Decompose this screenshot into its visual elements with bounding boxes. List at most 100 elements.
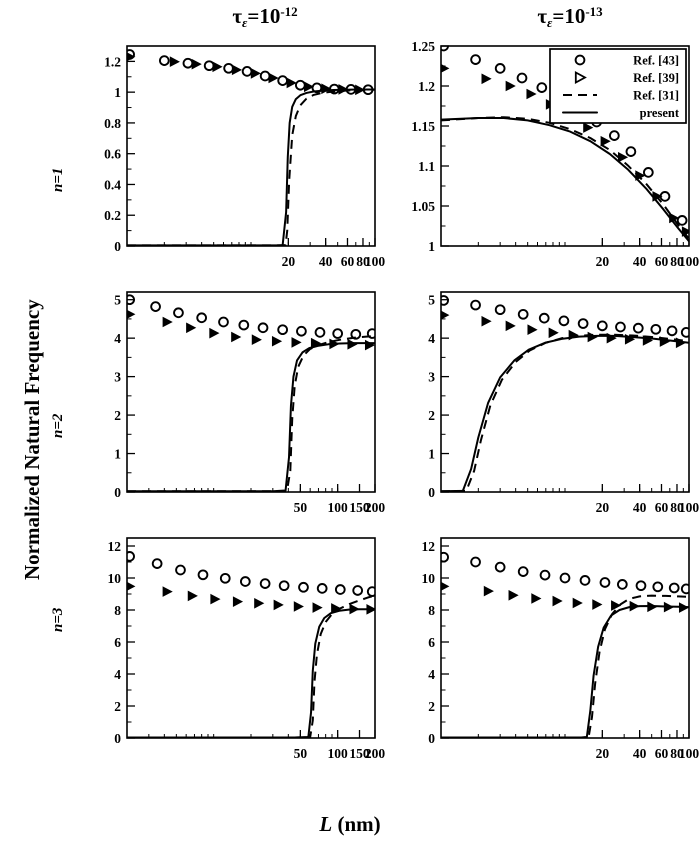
y-tick-label: 1.15 (411, 119, 435, 134)
marker-triangle-ref39 (527, 324, 538, 335)
x-tick-label: 20 (596, 254, 610, 269)
equals-ten: =10 (552, 4, 586, 29)
marker-circle-ref43 (277, 324, 289, 336)
marker-circle-ref43 (182, 57, 194, 69)
marker-circle-ref43 (494, 561, 506, 573)
marker-triangle-ref39 (441, 310, 450, 320)
marker-triangle-ref39 (251, 334, 262, 345)
y-tick-label: 0 (428, 485, 435, 500)
series-group (441, 295, 689, 492)
x-tick-label: 100 (328, 746, 349, 761)
marker-triangle-ref39 (611, 600, 622, 611)
legend-circle-icon (574, 54, 586, 66)
marker-circle-ref43 (579, 575, 591, 586)
marker-circle-ref43 (259, 70, 271, 82)
marker-triangle-ref39 (291, 337, 302, 348)
series-ref31 (127, 88, 375, 246)
plot-frame (440, 537, 690, 739)
marker-triangle-ref39 (127, 309, 136, 319)
y-tick-label: 6 (428, 635, 435, 650)
marker-triangle-ref39 (127, 52, 136, 62)
y-tick-label: 8 (114, 603, 121, 618)
legend-label: present (640, 106, 680, 120)
y-tick-label: 1.05 (411, 199, 435, 214)
y-tick-label: 1.2 (418, 79, 435, 94)
marker-circle-ref43 (625, 146, 637, 157)
legend: Ref. [43] Ref. [39] Ref. [31] present (549, 48, 687, 124)
marker-circle-ref43 (680, 583, 689, 595)
x-tick-label: 40 (633, 746, 647, 761)
marker-triangle-ref39 (508, 589, 519, 601)
marker-circle-ref43 (470, 556, 481, 568)
y-tick-label: 3 (428, 370, 435, 385)
row-label-n3: n=3 (50, 607, 66, 632)
series-present (441, 334, 689, 492)
marker-circle-ref43 (538, 312, 550, 324)
marker-triangle-ref39 (583, 122, 594, 133)
legend-label: Ref. [31] (633, 89, 679, 103)
marker-circle-ref43 (218, 316, 229, 328)
y-tick-label: 0.6 (104, 147, 121, 162)
marker-triangle-ref39 (505, 320, 516, 332)
y-tick-label: 0.8 (104, 116, 121, 131)
row-label-n1: n=1 (50, 167, 66, 192)
marker-triangle-ref39 (531, 593, 542, 604)
marker-circle-ref43 (173, 307, 184, 319)
y-tick-label: 12 (108, 539, 122, 554)
y-tick-label: 0 (428, 731, 435, 746)
marker-circle-ref43 (666, 325, 678, 337)
marker-triangle-ref39 (505, 80, 516, 92)
legend-label: Ref. [43] (633, 54, 679, 68)
series-present (127, 342, 375, 492)
marker-circle-ref43 (470, 54, 481, 65)
marker-circle-ref43 (676, 215, 688, 226)
marker-circle-ref43 (635, 580, 647, 592)
marker-triangle-ref39 (600, 135, 611, 147)
y-tick-label: 2 (114, 408, 121, 423)
series-ref31 (441, 333, 689, 492)
marker-circle-ref43 (241, 66, 253, 77)
marker-circle-ref43 (441, 295, 449, 306)
marker-circle-ref43 (127, 294, 135, 306)
marker-triangle-ref39 (271, 335, 283, 347)
marker-circle-ref43 (615, 321, 626, 333)
y-tick-label: 3 (114, 370, 121, 385)
marker-circle-ref43 (632, 322, 644, 334)
x-tick-label: 100 (679, 254, 700, 269)
marker-triangle-ref39 (162, 586, 173, 597)
marker-circle-ref43 (203, 60, 215, 72)
marker-triangle-ref39 (268, 72, 279, 84)
legend-label: Ref. [39] (633, 71, 679, 85)
y-tick-label: 1 (114, 447, 121, 462)
plot-frame (440, 291, 690, 493)
column-title-right: τε=10-13 (455, 4, 685, 31)
marker-circle-ref43 (539, 569, 551, 581)
series-group (127, 49, 375, 246)
y-tick-label: 4 (114, 331, 121, 346)
marker-circle-ref43 (175, 564, 186, 576)
y-tick-label: 0 (114, 239, 121, 254)
marker-triangle-ref39 (186, 322, 197, 334)
x-tick-label: 20 (596, 500, 610, 515)
x-axis-title-symbol: L (319, 812, 333, 836)
marker-triangle-ref39 (232, 596, 244, 607)
series-ref31 (127, 594, 375, 738)
marker-circle-ref43 (196, 312, 208, 324)
marker-circle-ref43 (608, 130, 620, 141)
marker-circle-ref43 (516, 72, 528, 84)
x-tick-label: 80 (356, 254, 370, 269)
y-tick-label: 1.1 (418, 159, 435, 174)
marker-triangle-ref39 (187, 590, 198, 602)
y-tick-label: 0.2 (104, 208, 121, 223)
marker-circle-ref43 (494, 304, 506, 316)
marker-triangle-ref39 (481, 315, 492, 327)
marker-triangle-ref39 (286, 77, 297, 89)
marker-triangle-ref39 (250, 68, 261, 79)
y-tick-label: 1 (428, 239, 435, 254)
row-label-n2: n=2 (50, 413, 66, 438)
x-axis-title-units: (nm) (332, 812, 381, 836)
